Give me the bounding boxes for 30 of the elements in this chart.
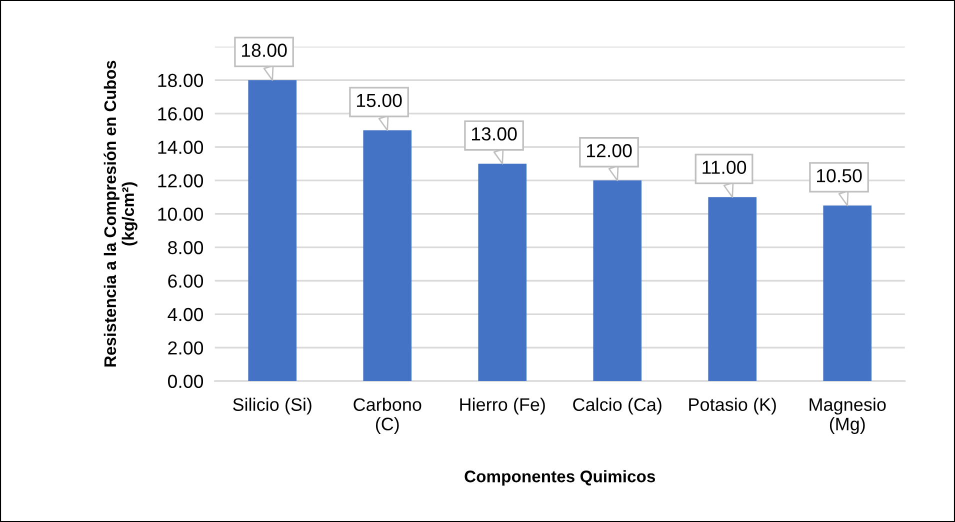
y-tick-label: 16.00	[158, 107, 204, 121]
y-tick-label: 14.00	[158, 140, 204, 154]
x-axis-title: Componentes Quimicos	[464, 470, 656, 486]
y-axis-title: Resistencia a la Compresión en Cubos (kg/cm²)	[104, 60, 138, 366]
data-label: 15.00	[357, 94, 402, 108]
y-tick-label: 12.00	[158, 174, 204, 188]
data-label: 10.50	[817, 169, 862, 182]
bar	[593, 180, 642, 382]
data-label: 12.00	[587, 144, 632, 158]
data-label: 13.00	[472, 127, 517, 141]
x-tick-label: Silicio (Si)	[233, 398, 312, 415]
data-label: 11.00	[702, 160, 746, 174]
y-tick-label: 2.00	[168, 341, 204, 355]
y-tick-label: 18.00	[158, 74, 204, 88]
data-label: 18.00	[242, 44, 287, 57]
y-tick-label: 4.00	[168, 308, 204, 322]
bar	[823, 206, 872, 382]
x-tick-label: Calcio (Ca)	[573, 398, 662, 415]
y-tick-label: 0.00	[168, 374, 204, 388]
x-tick-label: Magnesio (Mg)	[810, 398, 886, 434]
x-tick-label: Hierro (Fe)	[460, 398, 545, 415]
bar	[478, 164, 527, 382]
y-tick-label: 10.00	[158, 208, 204, 221]
x-tick-label: Potasio (K)	[689, 398, 776, 415]
bar	[363, 130, 412, 382]
bar	[248, 80, 297, 382]
y-tick-label: 6.00	[168, 274, 204, 288]
x-tick-label: Carbono (C)	[354, 398, 422, 434]
bar	[708, 197, 757, 382]
y-tick-label: 8.00	[168, 241, 204, 254]
